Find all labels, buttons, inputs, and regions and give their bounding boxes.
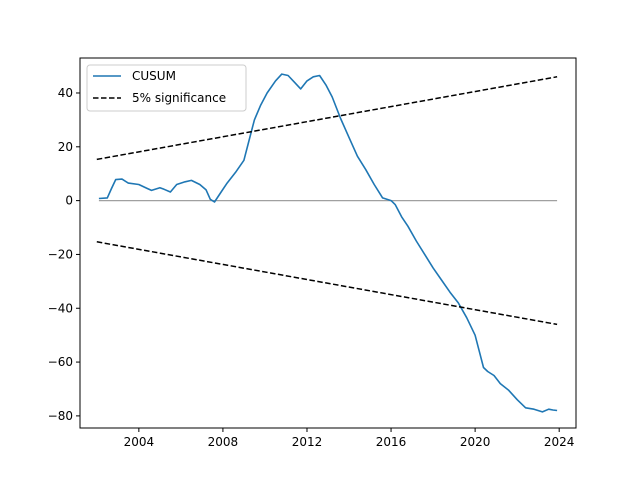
x-tick-label: 2016	[376, 435, 407, 449]
y-tick-label: 0	[65, 194, 73, 208]
y-tick-label: −40	[48, 301, 73, 315]
axes-ticks: 2004 2008 2012 2016 2020 2024 −80 −60 −40 −20 0 20 4…	[48, 86, 575, 449]
legend-label: CUSUM	[132, 69, 176, 83]
significance-line-upper	[96, 76, 558, 161]
y-tick-label: −20	[48, 247, 73, 261]
y-tick-label: −80	[48, 409, 73, 423]
y-tick-label: −60	[48, 355, 73, 369]
x-tick-label: 2004	[124, 435, 155, 449]
plot-frame	[79, 57, 577, 429]
x-tick-label: 2020	[460, 435, 491, 449]
x-tick-label: 2008	[208, 435, 239, 449]
legend-box	[86, 64, 247, 112]
cusum-line	[98, 73, 558, 413]
plot-content	[96, 73, 558, 413]
significance-line-lower	[96, 241, 558, 326]
y-tick-label: 40	[58, 86, 73, 100]
x-tick-label: 2024	[544, 435, 575, 449]
y-tick-label: 20	[58, 140, 73, 154]
legend: CUSUM 5% significance	[86, 64, 247, 112]
legend-label: 5% significance	[132, 91, 226, 105]
x-tick-label: 2012	[292, 435, 323, 449]
